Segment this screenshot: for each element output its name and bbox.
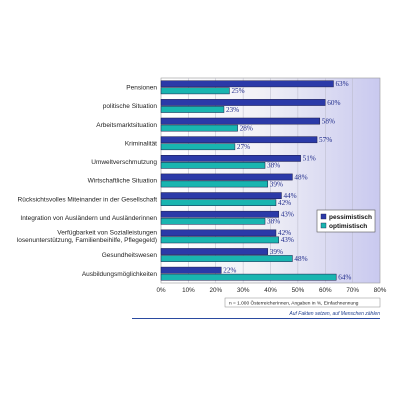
value-label: 60% <box>327 99 340 107</box>
bar-optimistisch <box>160 273 337 281</box>
footer-slogan: Auf Fakten setzen, auf Menschen zählen <box>289 311 380 317</box>
x-tick-label: 80% <box>374 287 387 294</box>
value-label: 39% <box>270 180 283 188</box>
category-label: Gesundheitswesen <box>102 252 158 259</box>
bar-pessimistisch <box>160 229 277 237</box>
value-label: 38% <box>267 218 280 226</box>
x-tick-label: 60% <box>319 287 332 294</box>
category-label: Rücksichtsvolles Miteinander in der Gese… <box>18 196 158 203</box>
bar-pessimistisch <box>160 155 301 162</box>
bar-optimistisch <box>160 180 269 188</box>
bar-optimistisch <box>160 217 266 225</box>
category-label: Wirtschaftliche Situation <box>88 178 158 185</box>
bar-pessimistisch <box>160 266 222 274</box>
value-label: 44% <box>283 192 296 200</box>
value-label: 23% <box>226 106 239 114</box>
category-label: Arbeitsmarktsituation <box>96 122 157 129</box>
value-label: 48% <box>294 255 307 263</box>
value-label: 25% <box>231 87 244 95</box>
bar-pessimistisch <box>160 210 279 218</box>
value-label: 51% <box>303 155 316 163</box>
x-tick-label: 30% <box>237 287 250 294</box>
category-label: Integration von Ausländern und Ausländer… <box>20 215 157 222</box>
legend-label: optimistisch <box>329 223 367 230</box>
x-tick-label: 20% <box>209 287 222 294</box>
value-label: 27% <box>237 143 250 151</box>
category-label: Pensionen <box>126 85 157 92</box>
value-label: 57% <box>319 136 332 144</box>
bar-pessimistisch <box>160 136 318 144</box>
x-tick-label: 0% <box>156 287 166 294</box>
category-label: losenunterstützung, Familienbeihilfe, Pf… <box>17 237 157 244</box>
value-label: 43% <box>281 236 294 244</box>
bar-optimistisch <box>160 143 236 151</box>
x-tick-label: 50% <box>292 287 305 294</box>
bar-optimistisch <box>160 87 230 95</box>
value-label: 58% <box>322 117 335 125</box>
x-tick-label: 70% <box>346 287 359 294</box>
value-label: 22% <box>223 266 236 274</box>
bar-optimistisch <box>160 106 225 113</box>
footer-divider <box>132 318 380 319</box>
value-label: 38% <box>267 162 280 170</box>
value-label: 39% <box>270 248 283 256</box>
category-label: Kriminalität <box>125 140 157 147</box>
category-label: Ausbildungsmöglichkeiten <box>82 271 158 278</box>
bar-pessimistisch <box>160 99 326 106</box>
value-label: 28% <box>240 124 253 132</box>
bar-optimistisch <box>160 255 293 262</box>
value-label: 42% <box>278 229 291 237</box>
bar-optimistisch <box>160 162 266 169</box>
note-text: n = 1.000 ÖsterreicherInnen, Angaben in … <box>229 300 359 307</box>
bar-pessimistisch <box>160 248 269 255</box>
bar-pessimistisch <box>160 173 293 181</box>
category-label: politische Situation <box>103 103 158 110</box>
legend-swatch <box>320 213 327 220</box>
legend-swatch <box>320 222 327 229</box>
note-box <box>224 297 381 308</box>
bar-pessimistisch <box>160 80 334 88</box>
x-tick-label: 10% <box>182 287 195 294</box>
x-tick-label: 40% <box>264 287 277 294</box>
legend-box <box>316 209 376 233</box>
value-label: 64% <box>338 273 351 281</box>
bar-optimistisch <box>160 236 279 244</box>
value-label: 42% <box>278 199 291 207</box>
bar-optimistisch <box>160 199 277 206</box>
bar-pessimistisch <box>160 192 282 199</box>
value-label: 63% <box>335 80 348 88</box>
value-label: 48% <box>294 173 307 181</box>
value-label: 43% <box>281 211 294 219</box>
bar-pessimistisch <box>160 117 321 125</box>
category-label: Umweltverschmutzung <box>91 159 157 166</box>
bar-optimistisch <box>160 124 238 132</box>
category-label: Verfügbarkeit von Sozialleistungen <box>57 229 157 236</box>
legend-label: pessimistisch <box>329 214 372 221</box>
